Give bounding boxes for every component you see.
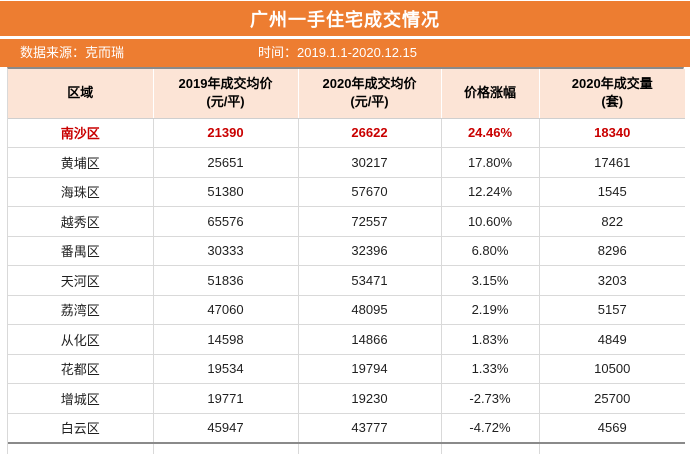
- table-row: 黄埔区 25651 30217 17.80% 17461: [8, 147, 685, 178]
- empty-stub-row: [8, 442, 685, 454]
- table-header: 区域 2019年成交均价 (元/平) 2020年成交均价 (元/平) 价格涨幅: [8, 69, 685, 119]
- cell-price-2020: 48095: [298, 295, 442, 325]
- col-header-volume-2020: 2020年成交量 (套): [539, 69, 685, 119]
- table-row: 花都区 19534 19794 1.33% 10500: [8, 354, 685, 384]
- cell-volume-2020: 17461: [539, 147, 685, 178]
- cell-volume-2020: 8296: [539, 236, 685, 266]
- cell-price-change: 2.19%: [441, 295, 540, 325]
- cell-price-2019: 30333: [153, 236, 299, 266]
- meta-bar: 数据来源：克而瑞 时间：2019.1.1-2020.12.15: [0, 39, 690, 67]
- cell-price-2019: 14598: [153, 324, 299, 355]
- cell-volume-2020: 18340: [539, 118, 685, 148]
- cell-volume-2020: 3203: [539, 265, 685, 296]
- cell-price-2019: 45947: [153, 413, 299, 444]
- data-table: 区域 2019年成交均价 (元/平) 2020年成交均价 (元/平) 价格涨幅: [7, 67, 685, 454]
- table-row: 白云区 45947 43777 -4.72% 4569: [8, 413, 685, 444]
- cell-region: 番禺区: [8, 236, 154, 266]
- cell-price-2020: 19230: [298, 383, 442, 414]
- cell-price-2019: 47060: [153, 295, 299, 325]
- table-row: 荔湾区 47060 48095 2.19% 5157: [8, 295, 685, 325]
- col-header-price-change: 价格涨幅: [441, 69, 540, 119]
- cell-price-change: 6.80%: [441, 236, 540, 266]
- table-row: 番禺区 30333 32396 6.80% 8296: [8, 236, 685, 266]
- cell-price-change: 24.46%: [441, 118, 540, 148]
- cell-region: 花都区: [8, 354, 154, 384]
- cell-volume-2020: 10500: [539, 354, 685, 384]
- time-range-label: 时间：2019.1.1-2020.12.15: [258, 45, 417, 60]
- cell-region: 白云区: [8, 413, 154, 444]
- page-title: 广州一手住宅成交情况: [250, 9, 440, 30]
- cell-price-2019: 51380: [153, 177, 299, 207]
- cell-price-change: 3.15%: [441, 265, 540, 296]
- cell-price-change: 17.80%: [441, 147, 540, 178]
- cell-price-2020: 30217: [298, 147, 442, 178]
- cell-region: 南沙区: [8, 118, 154, 148]
- title-bar: 广州一手住宅成交情况: [0, 1, 690, 36]
- cell-price-change: 12.24%: [441, 177, 540, 207]
- cell-price-2020: 32396: [298, 236, 442, 266]
- cell-volume-2020: 822: [539, 206, 685, 237]
- table-footer-stub: [8, 442, 685, 454]
- cell-region: 越秀区: [8, 206, 154, 237]
- cell-region: 天河区: [8, 265, 154, 296]
- table-row: 越秀区 65576 72557 10.60% 822: [8, 206, 685, 237]
- cell-volume-2020: 4849: [539, 324, 685, 355]
- cell-volume-2020: 5157: [539, 295, 685, 325]
- table-body: 南沙区 21390 26622 24.46% 18340 黄埔区 25651 3…: [8, 118, 685, 444]
- cell-region: 从化区: [8, 324, 154, 355]
- header-row: 区域 2019年成交均价 (元/平) 2020年成交均价 (元/平) 价格涨幅: [8, 69, 685, 119]
- cell-price-change: -2.73%: [441, 383, 540, 414]
- cell-price-2019: 19534: [153, 354, 299, 384]
- table-row: 增城区 19771 19230 -2.73% 25700: [8, 383, 685, 414]
- table-row: 天河区 51836 53471 3.15% 3203: [8, 265, 685, 296]
- cell-price-2019: 25651: [153, 147, 299, 178]
- cell-volume-2020: 4569: [539, 413, 685, 444]
- cell-price-2020: 72557: [298, 206, 442, 237]
- housing-price-table: 区域 2019年成交均价 (元/平) 2020年成交均价 (元/平) 价格涨幅: [8, 69, 685, 454]
- cell-price-2020: 53471: [298, 265, 442, 296]
- cell-price-2019: 21390: [153, 118, 299, 148]
- cell-price-2019: 19771: [153, 383, 299, 414]
- cell-price-2020: 43777: [298, 413, 442, 444]
- data-source-label: 数据来源：克而瑞: [20, 45, 125, 60]
- cell-region: 增城区: [8, 383, 154, 414]
- cell-region: 黄埔区: [8, 147, 154, 178]
- col-header-price-2020: 2020年成交均价 (元/平): [298, 69, 442, 119]
- cell-price-change: -4.72%: [441, 413, 540, 444]
- cell-price-change: 1.33%: [441, 354, 540, 384]
- cell-price-2019: 65576: [153, 206, 299, 237]
- cell-volume-2020: 25700: [539, 383, 685, 414]
- table-row: 南沙区 21390 26622 24.46% 18340: [8, 118, 685, 148]
- cell-price-2020: 19794: [298, 354, 442, 384]
- cell-price-change: 10.60%: [441, 206, 540, 237]
- cell-volume-2020: 1545: [539, 177, 685, 207]
- cell-price-2020: 14866: [298, 324, 442, 355]
- table-row: 海珠区 51380 57670 12.24% 1545: [8, 177, 685, 207]
- cell-region: 海珠区: [8, 177, 154, 207]
- cell-price-2019: 51836: [153, 265, 299, 296]
- cell-region: 荔湾区: [8, 295, 154, 325]
- cell-price-2020: 57670: [298, 177, 442, 207]
- table-row: 从化区 14598 14866 1.83% 4849: [8, 324, 685, 355]
- cell-price-change: 1.83%: [441, 324, 540, 355]
- col-header-region: 区域: [8, 69, 154, 119]
- cell-price-2020: 26622: [298, 118, 442, 148]
- col-header-price-2019: 2019年成交均价 (元/平): [153, 69, 299, 119]
